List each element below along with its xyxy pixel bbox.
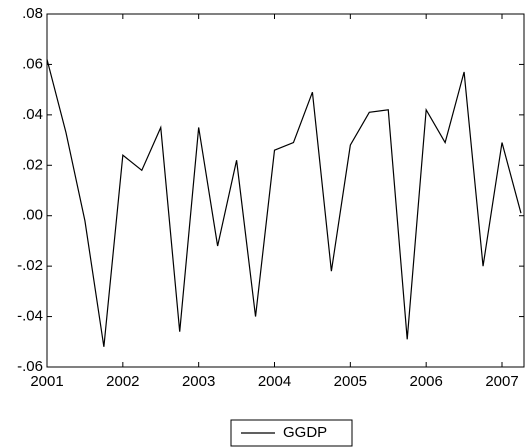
- y-tick-label: .04: [22, 106, 43, 123]
- data-line: [47, 59, 521, 346]
- y-tick-label: .02: [22, 156, 43, 173]
- chart: -.06-.04-.02.00.02.04.06.082001200220032…: [0, 0, 527, 447]
- legend-label: GGDP: [283, 424, 327, 441]
- plot-frame: [47, 14, 524, 367]
- y-tick-label: .00: [22, 207, 43, 224]
- x-tick-label: 2007: [485, 373, 518, 390]
- y-tick-label: .06: [22, 55, 43, 72]
- y-tick-label: .08: [22, 5, 43, 22]
- x-tick-label: 2003: [182, 373, 215, 390]
- y-tick-label: -.04: [17, 308, 43, 325]
- x-tick-label: 2004: [258, 373, 291, 390]
- x-tick-label: 2006: [409, 373, 442, 390]
- x-tick-label: 2005: [334, 373, 367, 390]
- x-tick-label: 2001: [30, 373, 63, 390]
- x-tick-label: 2002: [106, 373, 139, 390]
- y-tick-label: -.02: [17, 257, 43, 274]
